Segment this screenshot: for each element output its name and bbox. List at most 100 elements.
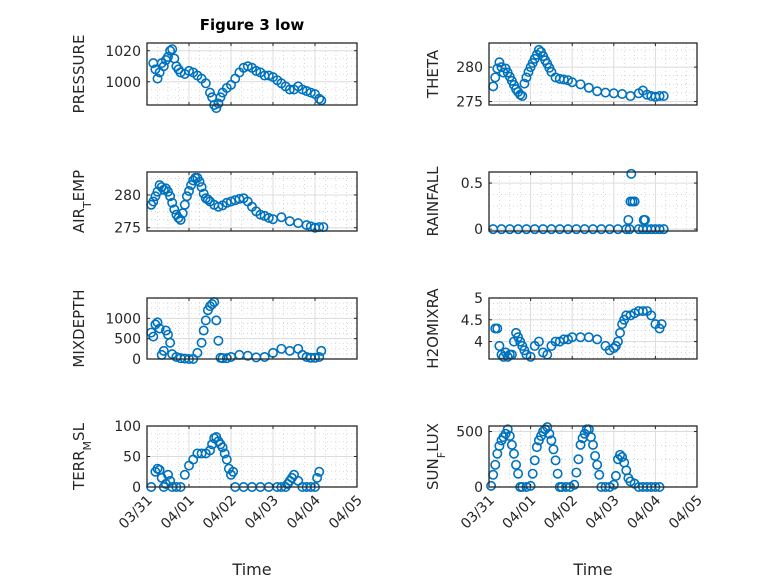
data-point xyxy=(213,98,224,109)
data-point xyxy=(519,78,530,89)
data-point xyxy=(158,61,169,72)
x-tick-label: 04/03 xyxy=(242,493,282,533)
data-point xyxy=(152,317,163,328)
data-point xyxy=(583,82,594,93)
data-point xyxy=(608,479,619,490)
data-point xyxy=(531,442,542,453)
data-point xyxy=(515,89,526,100)
data-point xyxy=(533,336,544,347)
data-point xyxy=(517,91,528,102)
data-point xyxy=(496,62,507,73)
data-point xyxy=(617,452,628,463)
data-point xyxy=(492,323,503,334)
axes-box xyxy=(488,425,698,488)
y-tick-label: 1000 xyxy=(105,75,141,91)
data-point xyxy=(592,334,603,345)
subplot-sun-flux: 0 500 SUNFLUX 03/31 04/01 04/02 04/03 04/04 04/0… xyxy=(424,422,706,579)
data-point xyxy=(198,325,209,336)
subplot-air-temp: 275 280 AIRTEMP xyxy=(70,170,358,237)
data-point xyxy=(165,45,176,56)
axes-box xyxy=(146,171,358,232)
y-tick-label: 5 xyxy=(474,291,483,307)
data-point xyxy=(263,212,274,223)
data-point xyxy=(284,84,295,95)
x-tick-label: 04/04 xyxy=(624,492,664,532)
data-point xyxy=(167,197,178,208)
data-point xyxy=(523,66,534,77)
data-point xyxy=(502,424,513,435)
data-point xyxy=(255,209,266,220)
data-point xyxy=(314,466,325,477)
x-axis-label: Time xyxy=(231,560,271,579)
x-tick-label: 04/05 xyxy=(666,493,706,533)
data-point xyxy=(179,469,190,480)
data-point xyxy=(654,91,665,102)
x-tick-label: 04/01 xyxy=(500,493,540,533)
data-point xyxy=(213,201,224,212)
data-point xyxy=(196,448,207,459)
data-point xyxy=(211,315,222,326)
plot-area xyxy=(489,172,697,231)
x-tick-label: 04/03 xyxy=(583,493,623,533)
y-tick-label: 280 xyxy=(114,188,141,204)
y-axis-label: PRESSURE xyxy=(70,35,88,114)
data-point xyxy=(205,87,216,98)
data-point xyxy=(525,480,536,491)
data-point xyxy=(163,51,174,62)
y-tick-label: 50 xyxy=(123,450,141,466)
data-point xyxy=(202,194,213,205)
y-axis-label: RAINFALL xyxy=(424,166,442,237)
data-point xyxy=(529,455,540,466)
data-point xyxy=(626,168,637,179)
y-tick-label: 0.5 xyxy=(461,176,483,192)
data-point xyxy=(163,469,174,480)
data-point xyxy=(575,439,586,450)
data-point xyxy=(629,196,640,207)
data-point xyxy=(148,331,159,342)
x-tick-label: 04/01 xyxy=(158,493,198,533)
data-point xyxy=(200,78,211,89)
data-point xyxy=(165,337,176,348)
y-tick-label: 280 xyxy=(456,60,483,76)
data-point xyxy=(590,450,601,461)
y-tick-label: 0 xyxy=(132,352,141,368)
data-point xyxy=(511,459,522,470)
data-point xyxy=(259,351,270,362)
data-point xyxy=(154,323,165,334)
data-point xyxy=(494,57,505,68)
data-point xyxy=(527,468,538,479)
data-point xyxy=(165,191,176,202)
y-axis-label: SUNFLUX xyxy=(424,423,448,490)
y-axis-label: MIXDEPTH xyxy=(70,289,88,367)
y-tick-label: 0 xyxy=(132,480,141,496)
data-point xyxy=(513,468,524,479)
data-point xyxy=(587,439,598,450)
y-tick-label: 500 xyxy=(456,425,483,441)
data-point xyxy=(637,306,648,317)
data-point xyxy=(548,444,559,455)
data-point xyxy=(312,472,323,483)
data-point xyxy=(148,196,159,207)
data-point xyxy=(205,445,216,456)
subplot-rainfall: 0 0.5 RAINFALL xyxy=(424,166,698,238)
x-tick-label: 04/04 xyxy=(284,492,324,532)
subplot-terr-msl: 0 50 100 TERRMSL 03/31 04/01 04/02 04/03 04/04 04… xyxy=(70,419,366,579)
axes-box xyxy=(488,297,698,360)
subplot-theta: 275 280 THETA xyxy=(424,42,698,111)
y-tick-label: 1000 xyxy=(105,311,141,327)
data-point xyxy=(550,455,561,466)
x-tick-label: 04/02 xyxy=(200,493,240,533)
data-point xyxy=(184,186,195,197)
data-point xyxy=(186,180,197,191)
data-point xyxy=(506,439,517,450)
data-point xyxy=(575,79,586,90)
y-axis-label: THETA xyxy=(424,49,442,99)
data-point xyxy=(314,93,325,104)
data-point xyxy=(152,73,163,84)
data-point xyxy=(215,92,226,103)
data-point xyxy=(569,479,580,490)
data-point xyxy=(658,91,669,102)
data-point xyxy=(207,299,218,310)
subplot-h2omixra: 4 4.5 5 H2OMIXRA xyxy=(424,288,698,369)
